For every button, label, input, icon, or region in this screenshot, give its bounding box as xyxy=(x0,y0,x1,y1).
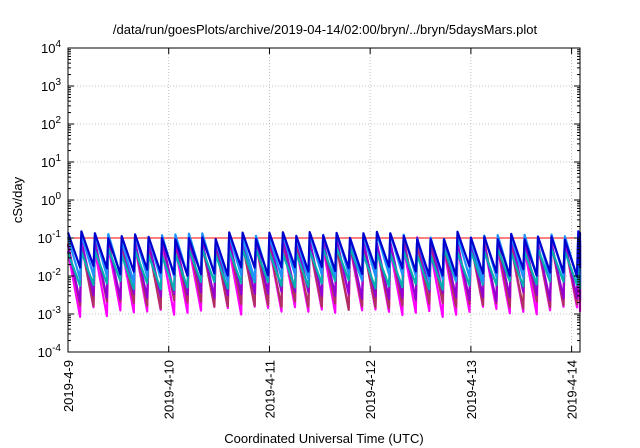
y-axis-label: cSv/day xyxy=(10,176,25,223)
x-tick-label: 2019-4-11 xyxy=(262,360,277,418)
y-tick-label: 103 xyxy=(41,77,61,94)
series-line xyxy=(66,230,582,278)
y-tick-label: 10-1 xyxy=(38,229,62,246)
x-tick-label: 2019-4-14 xyxy=(565,360,580,419)
y-axis: 10-4 10-3 10-2 10-1 100 101 102 103 104 xyxy=(38,39,580,360)
x-tick-label: 2019-4-9 xyxy=(61,360,76,412)
x-tick-label: 2019-4-13 xyxy=(464,360,479,419)
series-layer xyxy=(66,230,582,318)
y-tick-label: 101 xyxy=(41,153,61,170)
x-axis: 2019-4-9 2019-4-10 2019-4-11 2019-4-12 2019-… xyxy=(61,48,580,419)
y-tick-label: 104 xyxy=(41,39,61,56)
y-tick-label: 10-4 xyxy=(38,343,62,360)
grid xyxy=(67,47,580,353)
y-tick-label: 10-2 xyxy=(38,267,62,284)
x-axis-label: Coordinated Universal Time (UTC) xyxy=(224,431,423,446)
y-tick-label: 100 xyxy=(41,191,61,208)
chart-title: /data/run/goesPlots/archive/2019-04-14/0… xyxy=(113,22,538,37)
x-tick-label: 2019-4-12 xyxy=(363,360,378,419)
y-tick-label: 102 xyxy=(41,115,61,132)
y-tick-label: 10-3 xyxy=(38,305,62,322)
x-tick-label: 2019-4-10 xyxy=(162,360,177,419)
